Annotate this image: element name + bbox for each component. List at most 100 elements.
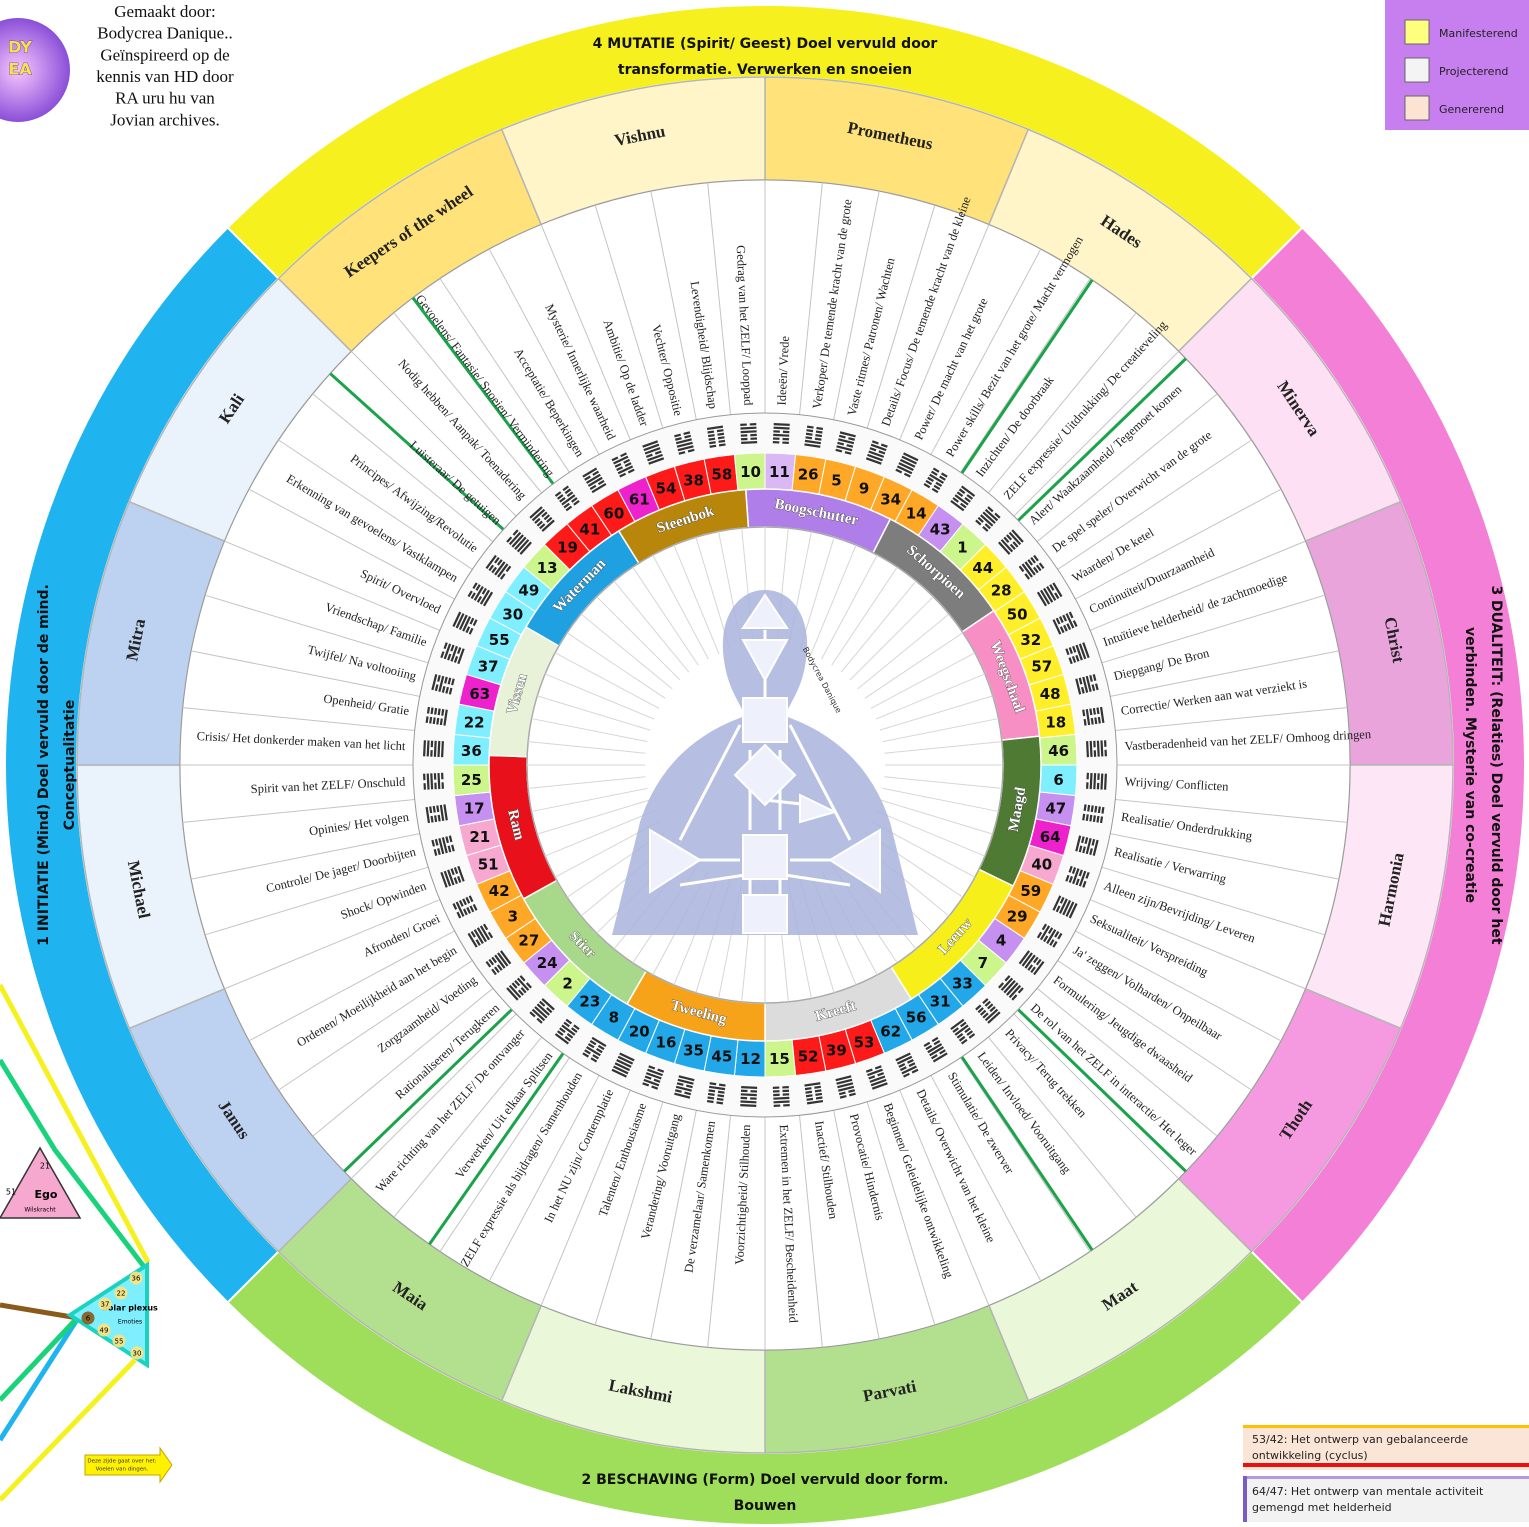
ego-name: Ego <box>35 1188 58 1201</box>
note-box <box>1243 1476 1529 1522</box>
credit-line: kennis van HD door <box>96 67 234 86</box>
gate-number: 33 <box>952 974 973 992</box>
hexagram-line <box>750 1090 757 1093</box>
quarter-title-line: 3 DUALITEIT: (Relaties) Doel vervuld doo… <box>1488 585 1504 944</box>
gate-number: 18 <box>1045 713 1066 731</box>
hexagram-line <box>431 741 434 748</box>
gate-number: 20 <box>629 1022 650 1040</box>
legend-label: Manifesterend <box>1439 27 1518 40</box>
hexagram-line <box>430 750 433 757</box>
gate-number: 4 <box>996 932 1006 950</box>
hexagram-line <box>783 1093 790 1096</box>
gate-number: 59 <box>1020 882 1041 900</box>
gate-number: 23 <box>579 993 600 1011</box>
credit-line: RA uru hu van <box>115 89 215 108</box>
gate-number: 25 <box>461 771 482 789</box>
legend-label: Projecterend <box>1439 65 1508 78</box>
hexagram-line <box>750 434 757 437</box>
hexagram-line <box>441 773 444 780</box>
hexagram-line <box>1086 773 1089 780</box>
gate-number: 14 <box>906 504 927 522</box>
gate-number: 35 <box>683 1042 704 1060</box>
gate-number: 36 <box>461 742 482 760</box>
hexagram-line <box>741 434 748 437</box>
gate-number: 31 <box>930 993 951 1011</box>
ego-gate: 21 <box>40 1162 50 1171</box>
gate-number: 55 <box>489 631 510 649</box>
hexagram-line <box>1097 783 1100 790</box>
gate-number: 46 <box>1048 742 1069 760</box>
solar-gate: 30 <box>133 1350 142 1358</box>
gate-number: 54 <box>656 480 677 498</box>
solar-gate: 49 <box>100 1327 109 1335</box>
gate-number: 63 <box>469 685 490 703</box>
hexagram-line <box>1097 773 1100 780</box>
gate-number: 43 <box>930 520 951 538</box>
hexagram-line <box>773 430 780 433</box>
credit-line: Jovian archives. <box>110 110 220 129</box>
note-border <box>1243 1463 1529 1467</box>
hexagram-line <box>783 431 790 434</box>
gate-number: 44 <box>972 559 993 577</box>
hexagram-line <box>782 441 789 444</box>
gate-number: 12 <box>740 1050 761 1068</box>
note-line: 64/47: Het ontwerp van mentale activitei… <box>1252 1485 1484 1498</box>
gate-number: 3 <box>508 908 518 926</box>
hexagram-line <box>1093 741 1096 748</box>
gate-number: 41 <box>579 520 600 538</box>
note-border <box>1243 1425 1529 1428</box>
gate-number: 10 <box>740 463 761 481</box>
hexagram-line <box>782 1086 789 1089</box>
hexagram-line <box>434 773 437 780</box>
note-arrow <box>85 1448 172 1482</box>
bodygraph-center <box>743 698 787 742</box>
gate-number: 60 <box>603 504 624 522</box>
quarter-title-line: 4 MUTATIE (Spirit/ Geest) Doel vervuld d… <box>593 36 938 52</box>
solar-gate: 22 <box>117 1290 126 1298</box>
hexagram-line <box>783 1104 790 1107</box>
mandala-page: 4 MUTATIE (Spirit/ Geest) Doel vervuld d… <box>0 0 1529 1527</box>
quarter-title-line: verbinden. Mysterie van co-creatie <box>1462 627 1478 903</box>
credit-line: Geïnspireerd op de <box>100 45 229 64</box>
gate-number: 64 <box>1040 828 1061 846</box>
gate-number: 61 <box>629 491 650 509</box>
side-connector <box>0 1318 78 1440</box>
gate-number: 58 <box>711 466 732 484</box>
solar-gate: 36 <box>132 1275 141 1283</box>
gate-number: 1 <box>957 539 967 557</box>
gate-number: 16 <box>656 1033 677 1051</box>
credit-line: Bodycrea Danique.. <box>97 24 232 43</box>
gate-number: 56 <box>906 1009 927 1027</box>
gate-number: 8 <box>609 1009 619 1027</box>
hexagram-line <box>750 423 757 426</box>
gate-number: 50 <box>1007 605 1028 623</box>
gate-number: 62 <box>880 1022 901 1040</box>
gate-number: 19 <box>557 539 578 557</box>
gate-number: 5 <box>831 471 841 489</box>
hexagram-line <box>1086 782 1089 789</box>
gate-number: 49 <box>518 581 539 599</box>
gate-number: 51 <box>478 856 499 874</box>
hexagram-line <box>741 1090 748 1093</box>
hexagram-line <box>423 774 426 781</box>
gate-number: 47 <box>1045 800 1066 818</box>
gate-number: 15 <box>769 1050 790 1068</box>
hexagram-line <box>1104 750 1107 757</box>
hexagram-line <box>434 783 437 790</box>
hexagram-line <box>782 438 789 441</box>
ego-gate: 51 <box>6 1188 16 1197</box>
legend-swatch <box>1405 58 1429 82</box>
gate-number: 34 <box>880 491 901 509</box>
logo-text: DY <box>8 38 32 57</box>
gate-number: 42 <box>489 882 510 900</box>
page: Human Design wiel {"credit": {"lines": [… <box>0 0 1529 1527</box>
gate-number: 28 <box>991 581 1012 599</box>
gate-number: 26 <box>798 466 819 484</box>
arrow-note: Deze zijde gaat over het: <box>87 1459 156 1465</box>
gate-number: 27 <box>518 932 539 950</box>
logo-text: EA <box>8 60 32 79</box>
credit-line: Gemaakt door: <box>114 2 216 21</box>
gate-number: 52 <box>798 1047 819 1065</box>
body: 4 MUTATIE (Spirit/ Geest) Doel vervuld d… <box>0 0 1529 1527</box>
hexagram-line <box>773 441 780 444</box>
